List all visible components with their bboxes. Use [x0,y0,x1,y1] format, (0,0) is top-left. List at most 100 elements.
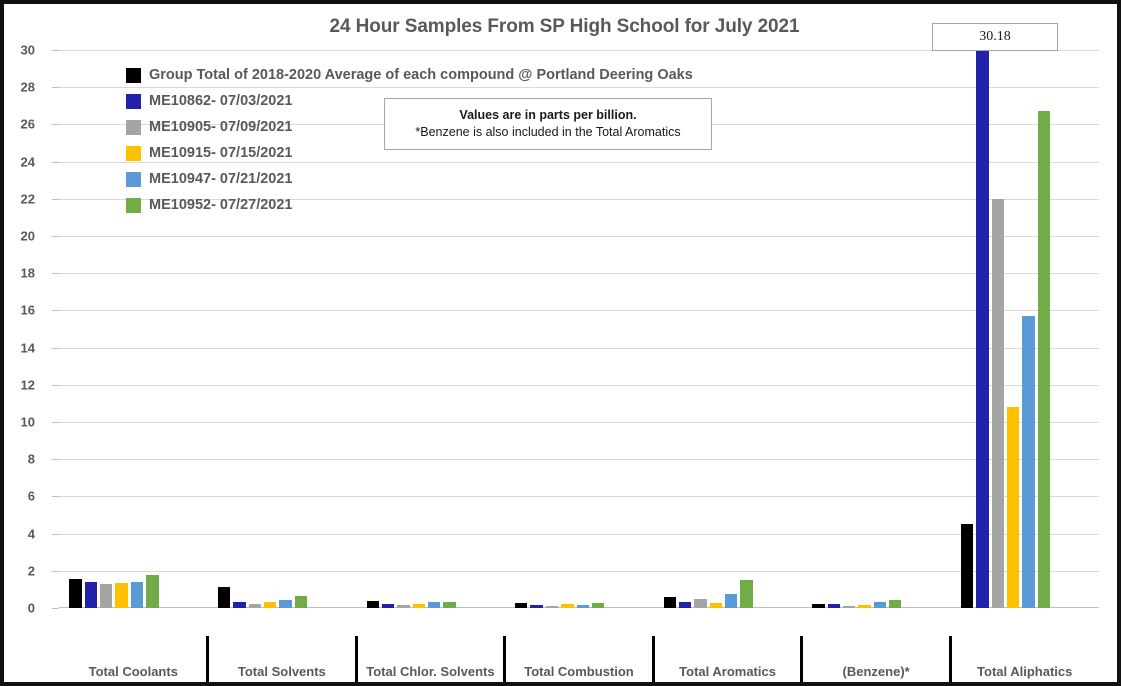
bar[interactable] [960,524,974,608]
bar[interactable] [1006,407,1020,608]
legend-label: ME10947- 07/21/2021 [149,171,293,187]
bar[interactable] [412,604,425,608]
bar[interactable] [279,599,292,608]
bar[interactable] [427,601,441,608]
legend-swatch-icon [126,67,141,83]
bar[interactable] [146,574,159,608]
y-axis-tick-label: 2 [27,563,35,579]
legend-label: Group Total of 2018-2020 Average of each… [149,67,693,83]
bar[interactable] [366,600,379,608]
bar-group-bars [960,50,1050,608]
legend-swatch-icon [126,171,141,187]
bar-group-bars [217,50,308,608]
bar-group [505,50,654,608]
bar[interactable] [591,603,605,608]
category-separator [651,636,655,682]
gridline [59,87,1099,89]
gridline [59,496,1099,498]
legend-item[interactable]: ME10915- 07/15/2021 [126,140,693,166]
bar[interactable] [740,580,753,608]
bar[interactable] [130,581,144,608]
gridline [59,570,1099,572]
bar[interactable] [1022,315,1035,608]
legend-item[interactable]: Group Total of 2018-2020 Average of each… [126,62,693,88]
units-note-line-2: *Benzene is also included in the Total A… [415,125,681,139]
y-axis-tick-label: 6 [27,488,35,504]
y-axis-tick-mark [52,459,59,461]
bar[interactable] [858,605,871,608]
gridline [59,161,1099,163]
bar-group [208,50,357,608]
bar[interactable] [679,601,692,608]
x-axis-category-label: Total Combustion [524,664,634,679]
bar[interactable] [576,604,589,608]
bar[interactable] [84,581,98,608]
bar[interactable] [725,594,738,608]
bar[interactable] [233,602,246,608]
y-axis-tick-mark [52,161,59,163]
y-axis-tick-mark [52,384,59,386]
y-axis-tick-mark [52,198,59,200]
y-axis-tick-mark [52,496,59,498]
x-axis-category-label: Total Aromatics [679,664,776,679]
category-separator [354,636,358,682]
y-axis-tick-mark [52,608,59,609]
legend: Group Total of 2018-2020 Average of each… [126,62,693,218]
legend-item[interactable]: ME10947- 07/21/2021 [126,166,693,192]
bar-group [653,50,802,608]
chart-title: 24 Hour Samples From SP High School for … [329,16,800,37]
bar[interactable] [530,604,543,608]
units-note-box: Values are in parts per billion. *Benzen… [384,98,712,150]
category-separator [206,636,210,682]
gridline [59,198,1099,200]
legend-label: ME10862- 07/03/2021 [149,93,293,109]
legend-swatch-icon [126,197,141,213]
bar[interactable] [294,595,308,608]
bar[interactable] [842,606,856,608]
bar[interactable] [827,604,840,608]
bar[interactable] [217,586,231,608]
bar[interactable] [1037,111,1050,608]
y-axis-tick-mark [52,347,59,349]
gridline [59,273,1099,275]
x-axis-category-label: Total Solvents [237,664,326,679]
x-axis-category-label: Total Aliphatics [977,664,1073,679]
bar[interactable] [545,606,559,608]
legend-swatch-icon [126,145,141,161]
bar[interactable] [381,603,395,608]
bar[interactable] [100,583,113,608]
bar[interactable] [69,579,82,608]
legend-swatch-icon [126,93,141,109]
bar[interactable] [694,598,707,608]
bar[interactable] [561,603,574,608]
bar[interactable] [709,603,723,608]
y-axis-tick-mark [52,124,59,126]
bar[interactable] [264,602,277,608]
bar-group [802,50,951,608]
category-separator [948,636,952,682]
legend-label: ME10915- 07/15/2021 [149,145,293,161]
bar[interactable] [515,602,528,608]
bar-group-bars [69,50,159,608]
y-axis-tick-label: 30 [20,42,35,58]
bar[interactable] [976,50,989,608]
bar[interactable] [115,582,128,608]
y-axis-tick-label: 4 [27,526,35,542]
y-axis-tick-label: 14 [20,340,35,356]
bar[interactable] [248,603,262,608]
bar[interactable] [873,602,887,608]
bar[interactable] [812,603,825,608]
legend-item[interactable]: ME10952- 07/27/2021 [126,192,693,218]
bar[interactable] [663,597,677,608]
bar[interactable] [991,198,1004,608]
y-axis-tick-mark [52,533,59,535]
bar[interactable] [889,600,902,608]
bar[interactable] [397,604,410,608]
bar-group-bars [663,50,753,608]
legend-item[interactable]: ME10862- 07/03/2021 [126,88,693,114]
x-axis-category-label: Total Chlor. Solvents [366,664,495,679]
legend-item[interactable]: ME10905- 07/09/2021 [126,114,693,140]
y-axis-tick-label: 8 [27,451,35,467]
bar[interactable] [443,602,456,608]
